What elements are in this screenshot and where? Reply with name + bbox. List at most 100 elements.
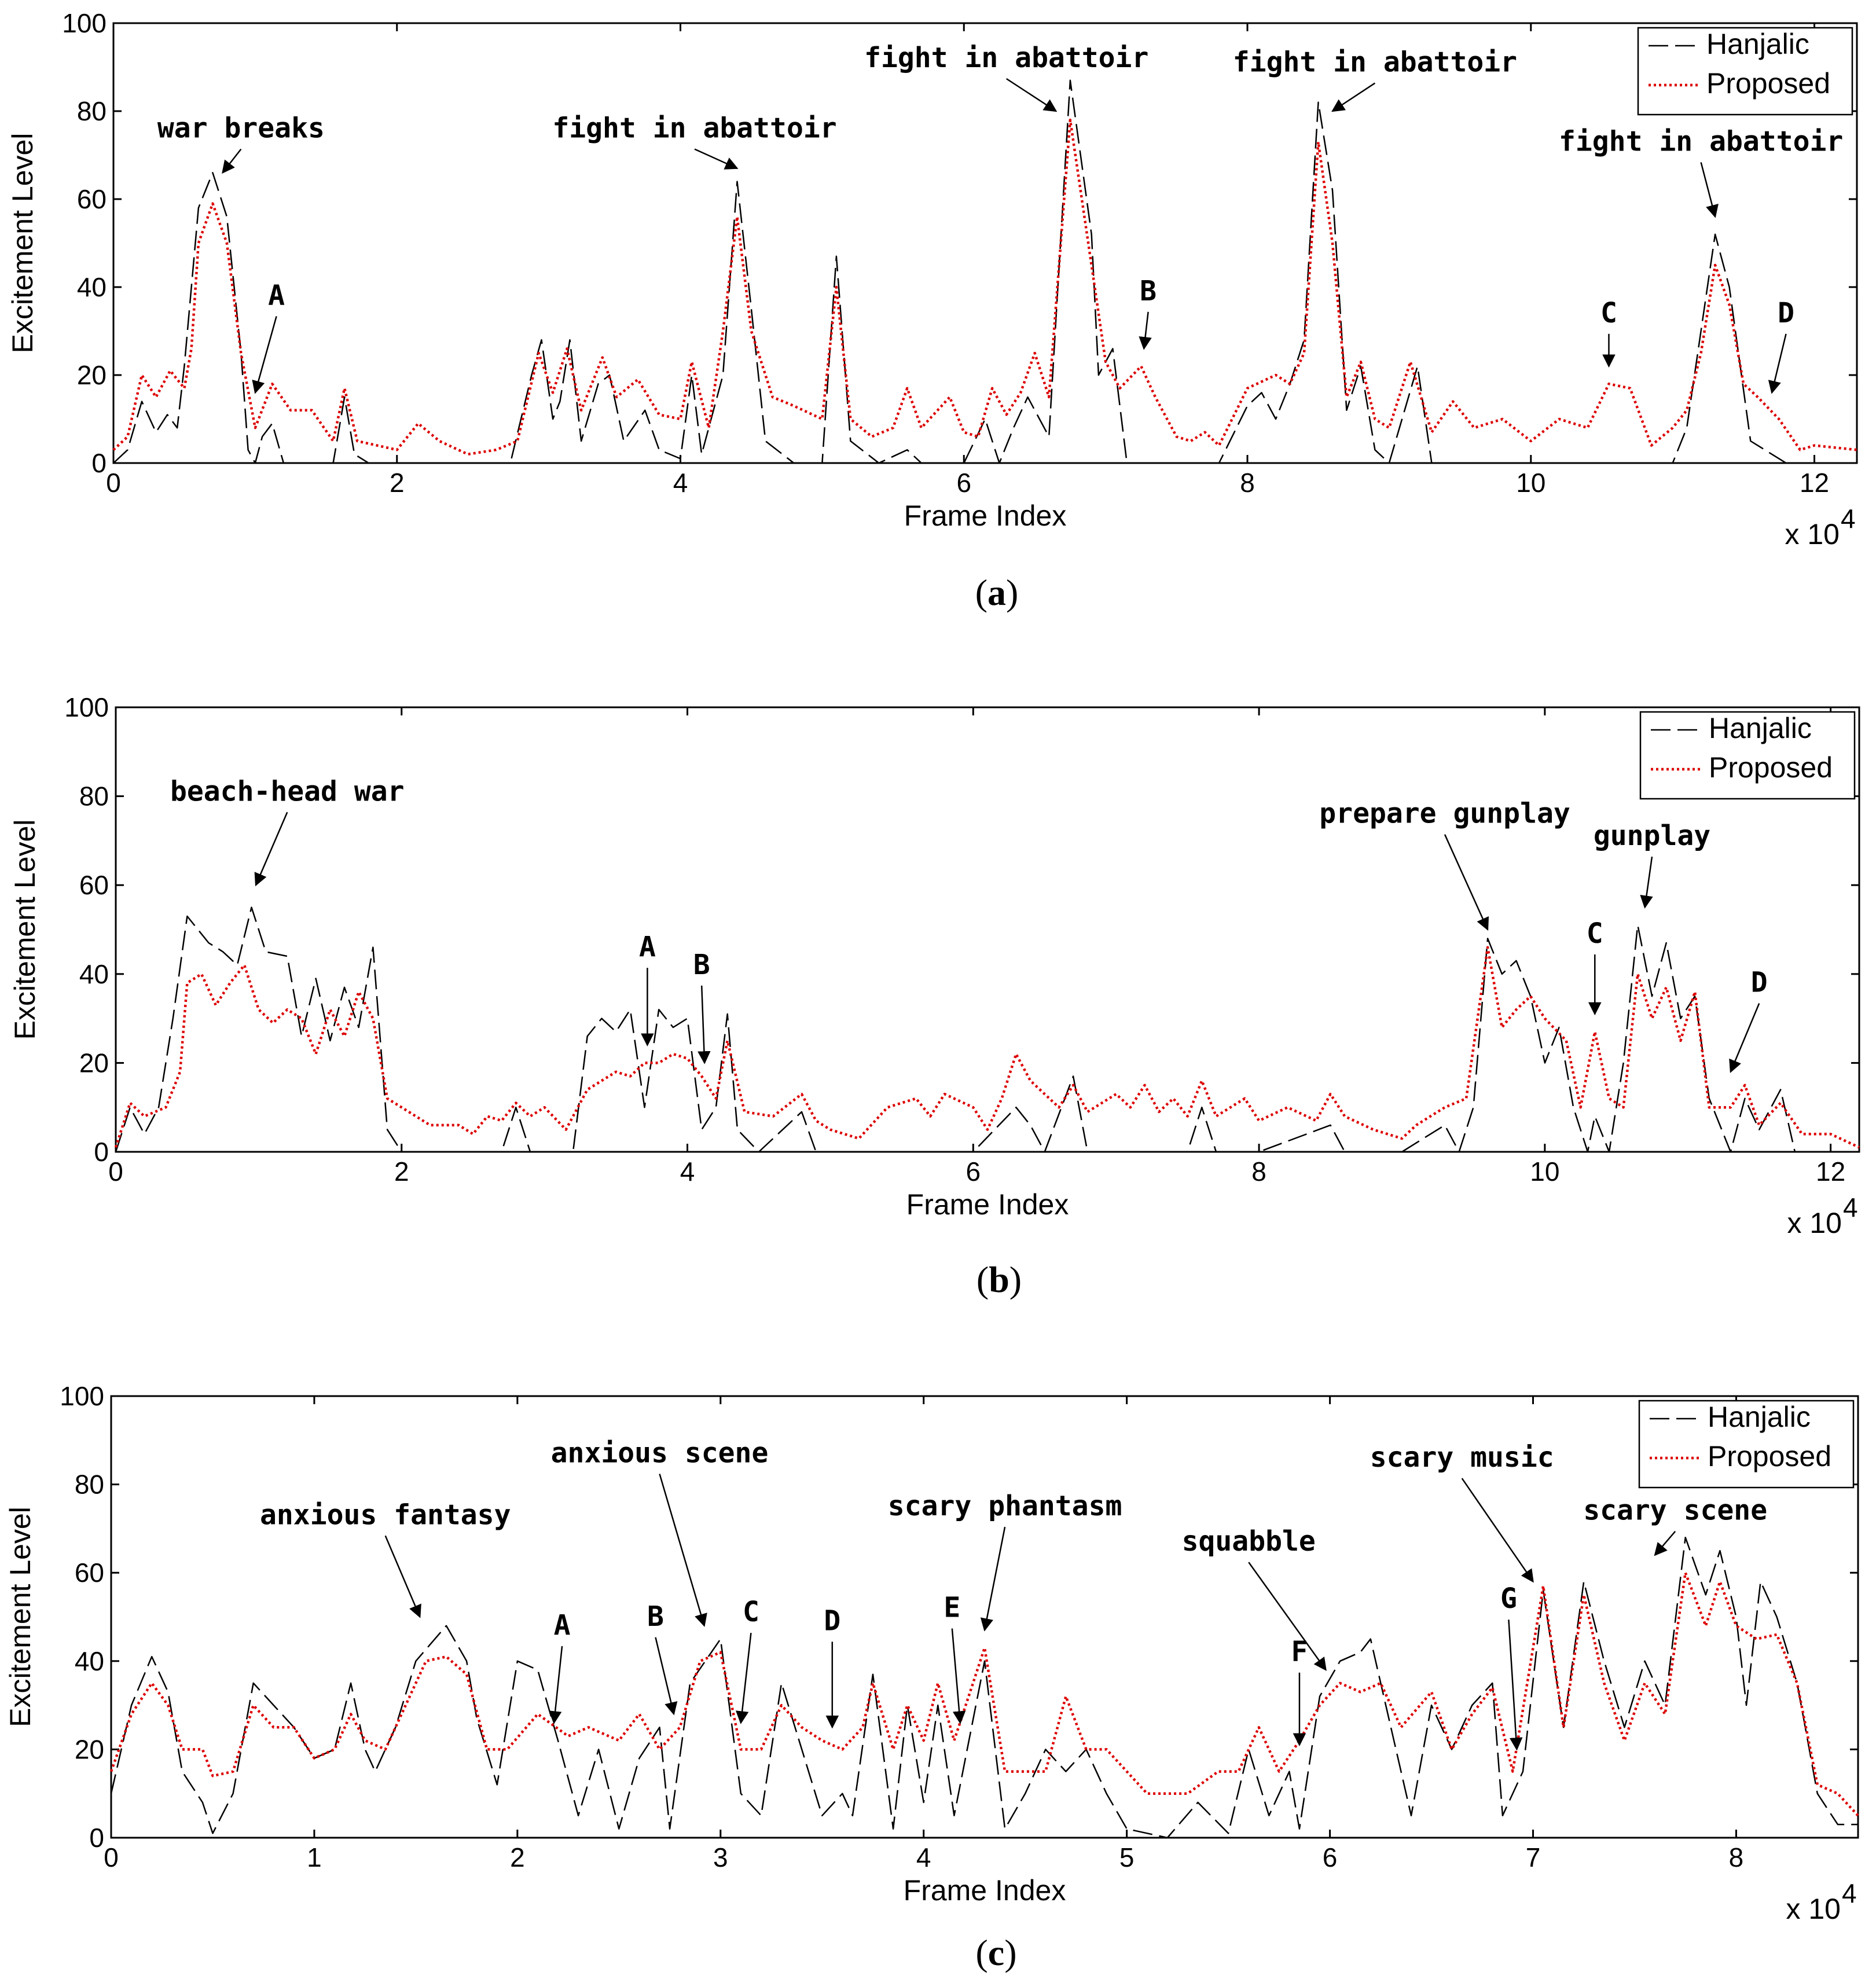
- annotation-label: anxious scene: [551, 1437, 769, 1469]
- annotation-arrow: [1248, 1562, 1327, 1671]
- annotation-label: A: [554, 1609, 571, 1642]
- caption-close: ): [1004, 1932, 1016, 1973]
- legend-box: [1638, 1400, 1855, 1489]
- annotation-label: scary scene: [1583, 1494, 1767, 1527]
- annotation-label: gunplay: [1594, 820, 1710, 852]
- annotation-arrow: [1006, 78, 1058, 112]
- x-tick-label: 5: [1119, 1842, 1135, 1872]
- annotation-label: beach-head war: [170, 775, 405, 807]
- annotation-label: F: [1291, 1636, 1308, 1668]
- annotation-arrow: [1640, 856, 1653, 909]
- annotation-label: D: [1751, 967, 1768, 999]
- y-tick-label: 60: [75, 1558, 104, 1588]
- y-tick-label: 80: [77, 96, 107, 126]
- annotation-label: C: [743, 1596, 759, 1628]
- x-tick-label: 4: [673, 468, 688, 498]
- annotation-label: B: [1140, 275, 1157, 307]
- annotation-arrow: [252, 316, 277, 394]
- x-tick-label: 2: [510, 1842, 525, 1872]
- series-line-proposed: [109, 1571, 1859, 1817]
- caption-open: (: [975, 1932, 987, 1973]
- annotation-arrow: [735, 1632, 752, 1724]
- y-tick-label: 80: [79, 781, 109, 811]
- x-tick-label: 6: [956, 468, 971, 498]
- chart-panel-a: 0 20 40 60 80 100 0 2 4 6 8 10 12 Frame Index Exciteme…: [6, 8, 1858, 613]
- x-axis-label: Frame Index: [904, 500, 1067, 532]
- x-tick-label: 4: [916, 1842, 931, 1872]
- y-tick-label: 80: [75, 1470, 104, 1500]
- plot-frame: [115, 706, 1860, 1153]
- annotation-arrow: [697, 985, 711, 1064]
- annotation-label: scary music: [1370, 1441, 1554, 1474]
- y-axis-label: Excitement Level: [4, 1507, 36, 1727]
- legend-label: Proposed: [1706, 67, 1830, 100]
- caption-letter: c: [988, 1932, 1004, 1973]
- y-tick-label: 100: [64, 692, 109, 722]
- caption-open: (: [975, 572, 987, 613]
- y-tick-label: 40: [79, 959, 109, 989]
- annotation-label: C: [1600, 297, 1617, 329]
- annotation-label: E: [943, 1592, 960, 1624]
- annotation-label: B: [647, 1600, 664, 1633]
- annotation-arrow: [1331, 82, 1376, 112]
- panel-caption: (a): [975, 572, 1019, 613]
- annotation-label: fight in abattoir: [864, 42, 1148, 74]
- series-line-proposed: [114, 946, 1860, 1149]
- x-tick-label: 2: [394, 1156, 409, 1187]
- x-tick-label: 12: [1800, 468, 1829, 498]
- x-tick-label: 12: [1816, 1156, 1845, 1187]
- annotation-arrow: [694, 148, 739, 170]
- y-tick-label: 0: [91, 448, 107, 478]
- x-axis-label: Frame Index: [904, 1874, 1066, 1907]
- annotation-label: D: [1778, 297, 1794, 329]
- y-tick-label: 20: [79, 1048, 109, 1078]
- legend-label: Proposed: [1709, 751, 1833, 784]
- y-tick-label: 40: [77, 272, 107, 302]
- caption-close: ): [1006, 572, 1018, 613]
- annotation-label: D: [824, 1604, 840, 1637]
- caption-letter: b: [989, 1259, 1009, 1300]
- x-tick-label: 8: [1251, 1156, 1266, 1187]
- caption-letter: a: [987, 572, 1006, 613]
- y-tick-label: 100: [62, 8, 107, 38]
- plot-frame: [110, 1395, 1859, 1839]
- annotation-arrow: [1461, 1478, 1534, 1583]
- annotation-arrow: [655, 1637, 678, 1716]
- annotation-label: fight in abattoir: [552, 112, 836, 145]
- y-tick-label: 60: [77, 184, 107, 214]
- legend-label: Hanjalic: [1708, 1401, 1811, 1433]
- x-tick-label: 0: [104, 1842, 119, 1872]
- x-multiplier-exponent: 4: [1842, 1878, 1857, 1908]
- caption-open: (: [976, 1259, 989, 1300]
- series-line-proposed: [112, 118, 1857, 456]
- annotation-label: scary phantasm: [888, 1490, 1122, 1522]
- legend-label: Hanjalic: [1709, 712, 1812, 744]
- y-axis-label: Excitement Level: [6, 133, 39, 354]
- annotation-label: A: [639, 931, 656, 963]
- annotation-arrow: [1139, 311, 1152, 350]
- annotation-label: fight in abattoir: [1233, 46, 1517, 79]
- x-tick-label: 10: [1516, 468, 1545, 498]
- legend-label: Proposed: [1708, 1440, 1831, 1472]
- x-multiplier-exponent: 4: [1843, 1192, 1858, 1222]
- annotation-label: A: [268, 279, 285, 311]
- annotation-arrow: [1444, 834, 1489, 931]
- panel-caption: (b): [976, 1259, 1022, 1300]
- annotation-arrow: [1700, 162, 1719, 218]
- panel-caption: (c): [975, 1932, 1016, 1973]
- annotation-arrow: [548, 1646, 563, 1724]
- plot-frame: [112, 22, 1858, 464]
- x-multiplier-label: x 10: [1786, 1893, 1841, 1925]
- y-tick-label: 100: [60, 1381, 104, 1411]
- x-tick-label: 6: [966, 1156, 981, 1187]
- annotation-arrow: [1768, 333, 1787, 394]
- annotation-label: war breaks: [157, 112, 325, 145]
- x-tick-label: 0: [106, 468, 121, 498]
- x-tick-label: 1: [307, 1842, 322, 1872]
- annotation-label: anxious fantasy: [260, 1499, 511, 1531]
- x-tick-label: 0: [108, 1156, 123, 1187]
- caption-close: ): [1009, 1259, 1022, 1300]
- x-tick-label: 6: [1323, 1842, 1338, 1872]
- x-tick-label: 8: [1240, 468, 1255, 498]
